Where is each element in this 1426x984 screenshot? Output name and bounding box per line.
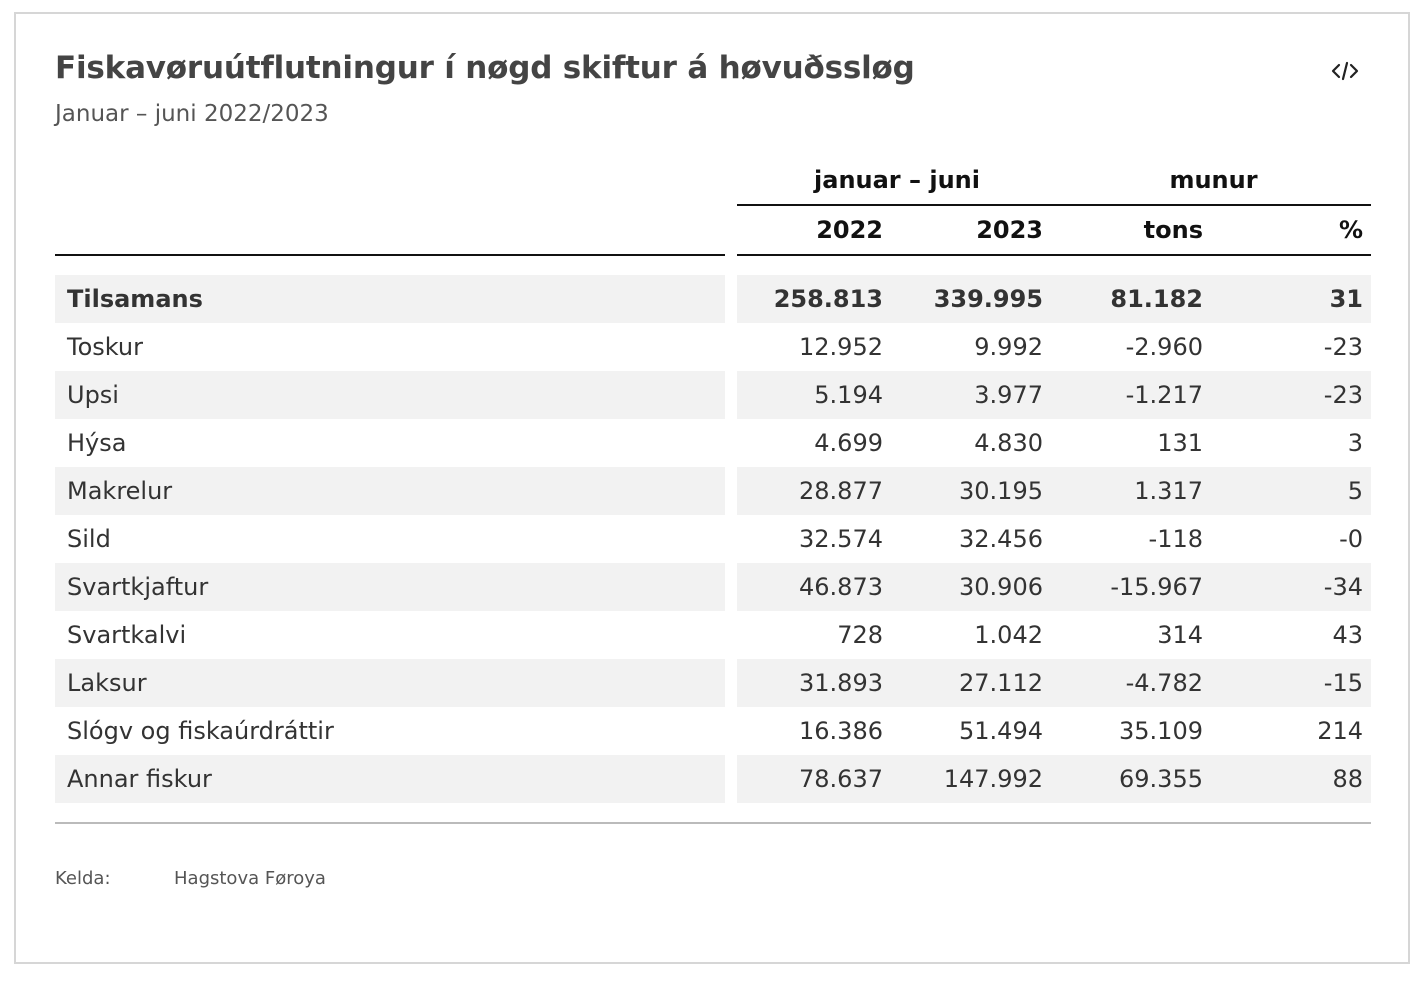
row-label: Annar fiskur bbox=[67, 765, 212, 793]
value-2023: 30.906 bbox=[959, 573, 1043, 601]
source-label: Kelda: bbox=[55, 868, 111, 889]
value-difference-tons: 314 bbox=[1157, 621, 1203, 649]
row-background-left bbox=[55, 371, 725, 419]
row-background-right bbox=[737, 659, 1371, 707]
header-rule-right bbox=[737, 254, 1371, 256]
row-label: Svartkalvi bbox=[67, 621, 187, 649]
row-background-left bbox=[55, 419, 725, 467]
value-difference-tons: -1.217 bbox=[1125, 381, 1203, 409]
value-difference-percent: 3 bbox=[1347, 429, 1363, 457]
value-2022: 28.877 bbox=[799, 477, 883, 505]
header-rule-left bbox=[55, 254, 725, 256]
table-row-total: Tilsamans 258.813 339.995 81.182 31 bbox=[55, 275, 1371, 323]
table-row: Annar fiskur 78.637 147.992 69.355 88 bbox=[55, 755, 1371, 803]
value-difference-tons: -2.960 bbox=[1125, 333, 1203, 361]
value-2022: 16.386 bbox=[799, 717, 883, 745]
row-background-left bbox=[55, 563, 725, 611]
group-header-period: januar – juni bbox=[814, 166, 980, 194]
column-header-tons: tons bbox=[1143, 216, 1203, 244]
value-2023: 27.112 bbox=[959, 669, 1043, 697]
column-header-2022: 2022 bbox=[816, 216, 883, 244]
value-difference-percent: 43 bbox=[1332, 621, 1363, 649]
value-difference-percent: 88 bbox=[1332, 765, 1363, 793]
value-2023: 1.042 bbox=[974, 621, 1043, 649]
value-difference-percent: -0 bbox=[1339, 525, 1363, 553]
table-row: Upsi 5.194 3.977 -1.217 -23 bbox=[55, 371, 1371, 419]
chart-subtitle: Januar – juni 2022/2023 bbox=[55, 101, 329, 127]
table-row: Svartkalvi 728 1.042 314 43 bbox=[55, 611, 1371, 659]
value-2022: 258.813 bbox=[773, 285, 883, 313]
value-difference-percent: -23 bbox=[1323, 333, 1363, 361]
value-difference-tons: 35.109 bbox=[1119, 717, 1203, 745]
value-2022: 728 bbox=[837, 621, 883, 649]
table-row: Laksur 31.893 27.112 -4.782 -15 bbox=[55, 659, 1371, 707]
value-difference-tons: -118 bbox=[1148, 525, 1203, 553]
row-background-right bbox=[737, 755, 1371, 803]
value-2022: 31.893 bbox=[799, 669, 883, 697]
row-background-right bbox=[737, 467, 1371, 515]
table-row: Makrelur 28.877 30.195 1.317 5 bbox=[55, 467, 1371, 515]
source-value: Hagstova Føroya bbox=[174, 868, 326, 889]
value-2022: 4.699 bbox=[814, 429, 883, 457]
row-label: Svartkjaftur bbox=[67, 573, 209, 601]
value-2022: 78.637 bbox=[799, 765, 883, 793]
row-background-left bbox=[55, 659, 725, 707]
row-label: Makrelur bbox=[67, 477, 173, 505]
row-background-right bbox=[737, 275, 1371, 323]
value-2023: 30.195 bbox=[959, 477, 1043, 505]
row-background-left bbox=[55, 275, 725, 323]
value-difference-tons: 81.182 bbox=[1110, 285, 1203, 313]
value-difference-percent: 214 bbox=[1317, 717, 1363, 745]
value-2023: 51.494 bbox=[959, 717, 1043, 745]
group-header-difference: munur bbox=[1169, 166, 1258, 194]
row-label: Upsi bbox=[67, 381, 119, 409]
value-difference-tons: 69.355 bbox=[1119, 765, 1203, 793]
value-2023: 147.992 bbox=[943, 765, 1043, 793]
value-difference-percent: -23 bbox=[1323, 381, 1363, 409]
chart-title: Fiskavøruútflutningur í nøgd skiftur á h… bbox=[55, 50, 915, 86]
value-2023: 3.977 bbox=[974, 381, 1043, 409]
value-difference-tons: 1.317 bbox=[1134, 477, 1203, 505]
table-row: Toskur 12.952 9.992 -2.960 -23 bbox=[55, 323, 1371, 371]
value-difference-tons: -4.782 bbox=[1125, 669, 1203, 697]
value-2022: 32.574 bbox=[799, 525, 883, 553]
value-difference-percent: 5 bbox=[1347, 477, 1363, 505]
column-header-percent: % bbox=[1338, 216, 1363, 244]
value-difference-tons: -15.967 bbox=[1110, 573, 1203, 601]
value-2023: 4.830 bbox=[974, 429, 1043, 457]
row-label: Toskur bbox=[67, 333, 144, 361]
value-difference-percent: -34 bbox=[1323, 573, 1363, 601]
row-background-left bbox=[55, 323, 725, 371]
value-2023: 339.995 bbox=[933, 285, 1043, 313]
row-background-left bbox=[55, 467, 725, 515]
row-label: Tilsamans bbox=[67, 285, 203, 313]
row-label: Sild bbox=[67, 525, 111, 553]
value-difference-tons: 131 bbox=[1157, 429, 1203, 457]
value-2022: 12.952 bbox=[799, 333, 883, 361]
embed-code-button[interactable] bbox=[1326, 54, 1364, 88]
value-difference-percent: -15 bbox=[1323, 669, 1363, 697]
value-2022: 46.873 bbox=[799, 573, 883, 601]
row-background-left bbox=[55, 515, 725, 563]
row-background-right bbox=[737, 371, 1371, 419]
code-icon bbox=[1331, 60, 1359, 82]
row-label: Slógv og fiskaúrdráttir bbox=[67, 717, 334, 745]
table-row: Svartkjaftur 46.873 30.906 -15.967 -34 bbox=[55, 563, 1371, 611]
group-header-rule bbox=[737, 204, 1371, 206]
row-background-left bbox=[55, 755, 725, 803]
row-background-right bbox=[737, 563, 1371, 611]
value-2023: 9.992 bbox=[974, 333, 1043, 361]
column-header-2023: 2023 bbox=[976, 216, 1043, 244]
table-row: Hýsa 4.699 4.830 131 3 bbox=[55, 419, 1371, 467]
row-label: Laksur bbox=[67, 669, 147, 697]
row-label: Hýsa bbox=[67, 429, 127, 457]
value-2023: 32.456 bbox=[959, 525, 1043, 553]
value-2022: 5.194 bbox=[814, 381, 883, 409]
table-row: Sild 32.574 32.456 -118 -0 bbox=[55, 515, 1371, 563]
value-difference-percent: 31 bbox=[1329, 285, 1363, 313]
table-row: Slógv og fiskaúrdráttir 16.386 51.494 35.10… bbox=[55, 707, 1371, 755]
table-bottom-rule bbox=[55, 822, 1371, 824]
